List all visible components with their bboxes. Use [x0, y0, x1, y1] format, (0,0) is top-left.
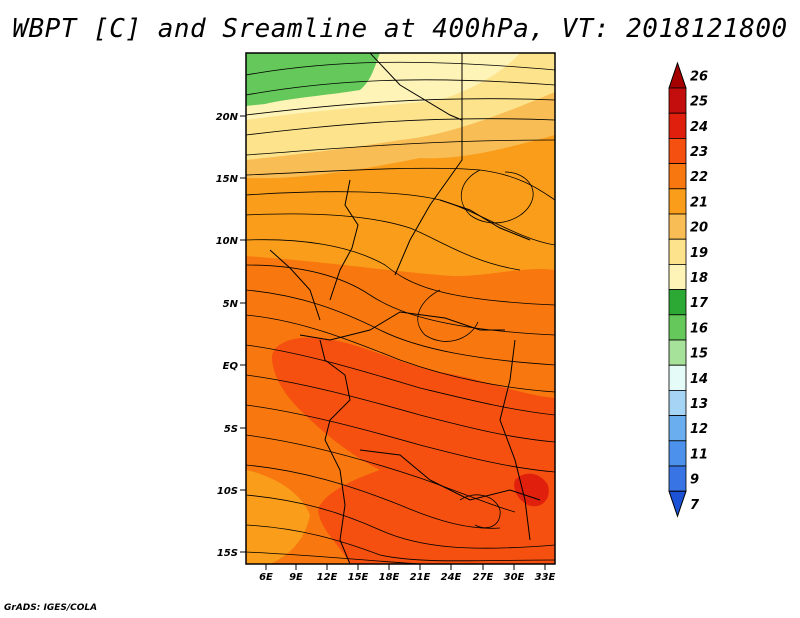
colorbar-swatch — [668, 87, 687, 114]
lon-label: 21E — [410, 572, 431, 583]
streamlines — [246, 61, 555, 564]
colorbar-swatch — [668, 415, 687, 442]
colorbar-label: 22 — [690, 170, 708, 185]
lat-label: 10N — [216, 236, 239, 247]
colorbar-label: 17 — [690, 296, 709, 311]
colorbar-label: 19 — [690, 246, 708, 261]
colorbar-label: 15 — [690, 347, 708, 362]
colorbar-swatch — [668, 112, 687, 139]
map-frame — [245, 52, 556, 565]
grads-credit: GrADS: IGES/COLA — [4, 603, 98, 613]
lat-label: EQ — [223, 361, 239, 372]
lat-label: 20N — [216, 112, 239, 123]
wbpt-17-area — [246, 53, 380, 106]
colorbar-label: 13 — [690, 397, 708, 412]
colorbar-bottom-arrow — [668, 490, 687, 518]
colorbar-label: 12 — [690, 422, 708, 437]
colorbar-swatch — [668, 440, 687, 467]
colorbar-label: 14 — [690, 372, 708, 387]
map-title: WBPT [C] and Sreamline at 400hPa, VT: 20… — [12, 14, 788, 44]
lon-label: 12E — [317, 572, 338, 583]
colorbar-label: 26 — [690, 69, 708, 84]
lon-axis: 6E 9E 12E 15E 18E 21E 24E 27E 30E 33E — [259, 564, 556, 583]
lon-label: 24E — [441, 572, 462, 583]
colorbar-label: 20 — [690, 221, 708, 236]
lon-label: 18E — [379, 572, 400, 583]
lat-label: 10S — [217, 486, 238, 497]
colorbar-swatch — [668, 465, 687, 492]
colorbar-swatch — [668, 364, 687, 391]
lon-label: 30E — [504, 572, 525, 583]
lat-label: 15N — [216, 174, 239, 185]
lon-label: 15E — [348, 572, 369, 583]
colorbar-swatch — [668, 213, 687, 240]
colorbar-label: 7 — [690, 498, 700, 513]
colorbar-swatch — [668, 339, 687, 366]
colorbar-swatch — [668, 314, 687, 341]
colorbar-swatch — [668, 389, 687, 416]
country-borders — [269, 53, 541, 564]
lon-label: 9E — [289, 572, 303, 583]
colorbar-label: 18 — [690, 271, 708, 286]
lat-label: 5S — [224, 424, 238, 435]
colorbar-label: 25 — [690, 95, 708, 110]
wbpt-24-area — [514, 473, 549, 507]
colorbar: 26 25 24 23 22 21 20 19 18 17 16 15 14 13 12 11 9 7 — [668, 61, 709, 518]
colorbar-swatch — [668, 263, 687, 290]
colorbar-label: 23 — [690, 145, 708, 160]
colorbar-top-arrow — [668, 61, 687, 89]
colorbar-label: 11 — [690, 447, 708, 462]
colorbar-swatch — [668, 238, 687, 265]
wbpt-21-sw-area — [246, 470, 310, 564]
colorbar-swatch — [668, 163, 687, 190]
colorbar-swatch — [668, 289, 687, 316]
colorbar-label: 9 — [690, 473, 699, 488]
lon-label: 27E — [473, 572, 494, 583]
lat-label: 5N — [223, 299, 239, 310]
lat-label: 15S — [217, 548, 238, 559]
colorbar-swatch — [668, 137, 687, 164]
colorbar-label: 21 — [690, 195, 708, 210]
colorbar-label: 16 — [690, 321, 708, 336]
lon-label: 33E — [535, 572, 556, 583]
colorbar-swatch — [668, 188, 687, 215]
lat-axis: 20N 15N 10N 5N EQ 5S 10S 15S — [216, 112, 246, 559]
colorbar-label: 24 — [690, 120, 708, 135]
lon-label: 6E — [259, 572, 273, 583]
